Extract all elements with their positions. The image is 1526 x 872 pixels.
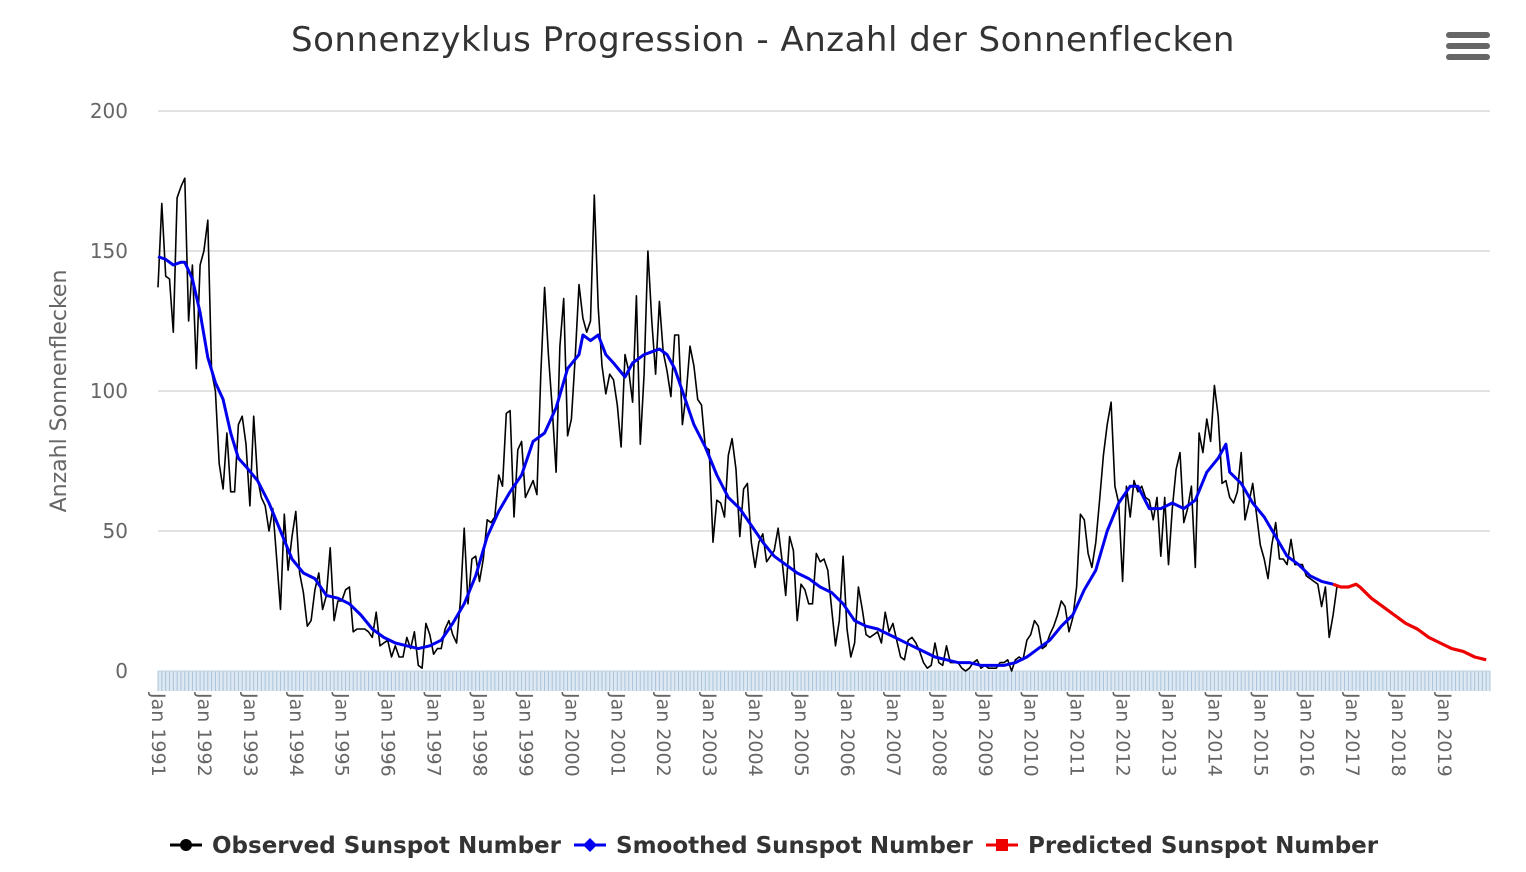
x-tick-label: Jan 2016 [1295,692,1317,777]
x-tick-label: Jan 2017 [1341,692,1363,777]
legend-label[interactable]: Predicted Sunspot Number [1028,833,1379,859]
y-axis-title: Anzahl Sonnenflecken [47,270,72,513]
x-tick-label: Jan 2013 [1157,692,1179,777]
x-tick-label: Jan 1997 [423,692,445,777]
x-tick-label: Jan 2002 [652,692,674,777]
y-tick-label: 50 [103,519,128,543]
x-tick-label: Jan 2012 [1112,692,1134,777]
x-tick-label: Jan 2019 [1433,692,1455,777]
x-tick-label: Jan 2000 [560,692,582,777]
x-tick-label: Jan 1996 [377,692,399,777]
x-tick-label: Jan 2006 [836,692,858,777]
x-tick-label: Jan 1993 [239,692,261,777]
legend-label[interactable]: Smoothed Sunspot Number [616,833,973,859]
x-tick-label: Jan 1991 [147,692,169,777]
x-tick-label: Jan 2009 [974,692,996,777]
x-tick-label: Jan 1994 [285,692,307,777]
x-tick-label: Jan 1995 [331,692,353,777]
x-tick-label: Jan 2018 [1387,692,1409,777]
x-tick-label: Jan 1998 [469,692,491,777]
y-tick-label: 100 [90,379,128,403]
legend-marker-square-icon[interactable] [996,839,1008,851]
y-tick-label: 200 [90,99,128,123]
series-line-smoothed-sunspot-number [157,255,1334,667]
hamburger-menu-icon[interactable] [1446,32,1490,68]
x-tick-label: Jan 2008 [928,692,950,777]
y-tick-label: 150 [90,239,128,263]
x-tick-label: Jan 2015 [1249,692,1271,777]
legend-marker-diamond-icon[interactable] [583,838,597,852]
x-tick-label: Jan 2010 [1020,692,1042,777]
x-tick-label: Jan 2003 [698,692,720,777]
chart-title: Sonnenzyklus Progression - Anzahl der So… [291,20,1235,60]
x-tick-label: Jan 2007 [882,692,904,777]
legend-label[interactable]: Observed Sunspot Number [212,833,562,859]
x-tick-label: Jan 2011 [1066,692,1088,777]
series-line-predicted-sunspot-number [1332,582,1487,662]
x-tick-label: Jan 1999 [514,692,536,777]
x-tick-label: Jan 2004 [744,692,766,777]
x-tick-label: Jan 2001 [606,692,628,777]
x-tick-label: Jan 2014 [1203,692,1225,777]
x-tick-label: Jan 1992 [193,692,215,777]
y-tick-label: 0 [115,659,128,683]
x-tick-label: Jan 2005 [790,692,812,777]
legend-marker-circle-icon[interactable] [180,839,192,851]
